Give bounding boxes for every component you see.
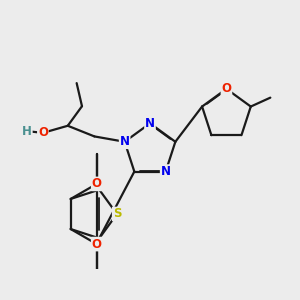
Text: N: N bbox=[161, 165, 171, 178]
Text: N: N bbox=[120, 135, 130, 148]
Text: O: O bbox=[92, 238, 102, 250]
Text: N: N bbox=[145, 117, 155, 130]
Text: H: H bbox=[22, 124, 32, 138]
Text: O: O bbox=[92, 177, 102, 190]
Text: O: O bbox=[38, 126, 48, 140]
Text: S: S bbox=[113, 208, 121, 220]
Text: O: O bbox=[221, 82, 231, 95]
